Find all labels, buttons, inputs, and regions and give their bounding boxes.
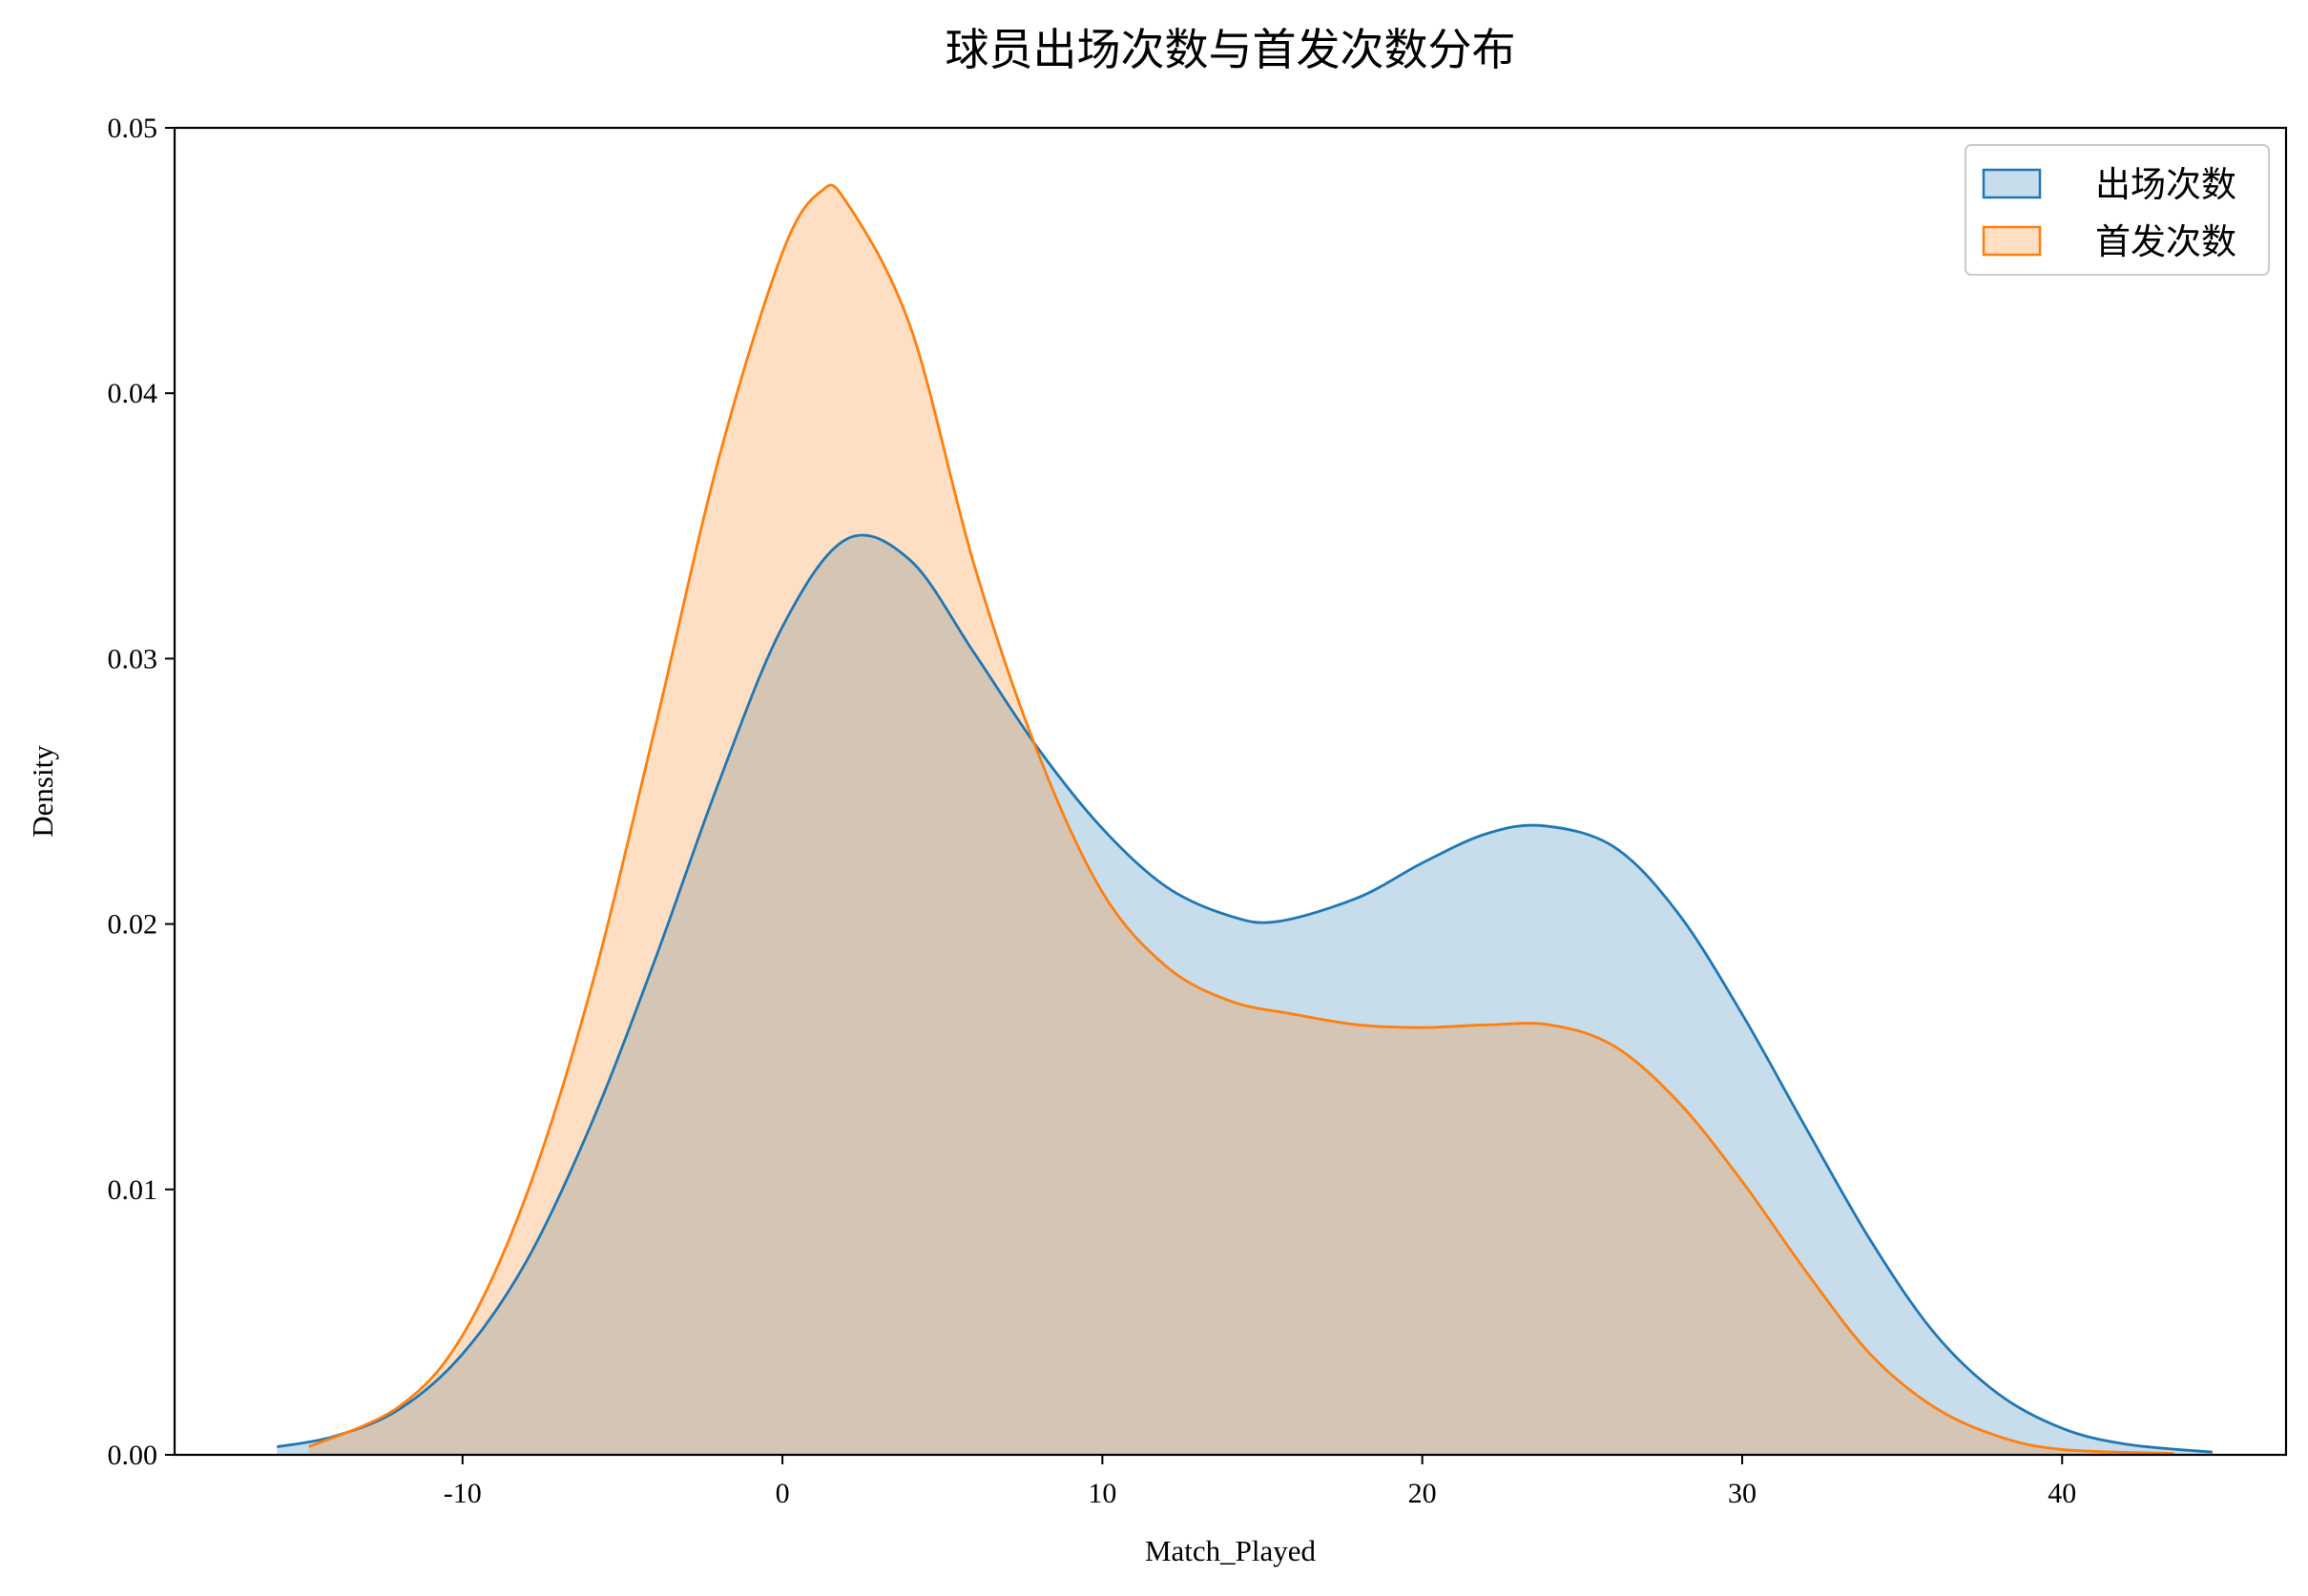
y-axis-label: Density: [26, 745, 59, 838]
legend-swatch-1: [1982, 168, 2042, 199]
x-tick-label: 30: [1728, 1478, 1757, 1509]
legend-box: [1965, 144, 2270, 276]
y-tick-label: 0.01: [108, 1174, 158, 1206]
plot-frame: [173, 126, 2288, 1457]
y-tick-label: 0.03: [108, 643, 158, 674]
legend-label-2: 首发次数: [2095, 222, 2236, 262]
series-2-area: [308, 184, 2174, 1456]
y-tick-label: 0.05: [108, 113, 158, 144]
x-tick-label: 10: [1088, 1478, 1116, 1509]
y-tick-label: 0.04: [108, 378, 158, 409]
legend-label-1: 出场次数: [2095, 165, 2236, 205]
chart-title: 球员出场次数与首发次数分布: [946, 26, 1516, 74]
y-tick-label: 0.02: [108, 909, 158, 941]
series-1-area: [277, 534, 2213, 1455]
y-axis: 0.00 0.01 0.02 0.03 0.04 0.05: [108, 113, 175, 1471]
y-tick-label: 0.00: [108, 1440, 158, 1471]
x-axis-label: Match_Played: [1145, 1534, 1317, 1567]
series-2-line: [308, 183, 2174, 1456]
x-axis: -10 0 10 20 30 40: [444, 1455, 2076, 1509]
x-tick-label: 20: [1408, 1478, 1437, 1509]
density-lines: [277, 183, 2214, 1456]
series-1-line: [277, 533, 2214, 1454]
legend-swatch-2: [1982, 225, 2042, 257]
x-tick-label: 40: [2048, 1478, 2076, 1509]
x-tick-label: 0: [776, 1478, 790, 1509]
x-tick-label: -10: [444, 1478, 482, 1509]
density-fills: [277, 184, 2213, 1456]
